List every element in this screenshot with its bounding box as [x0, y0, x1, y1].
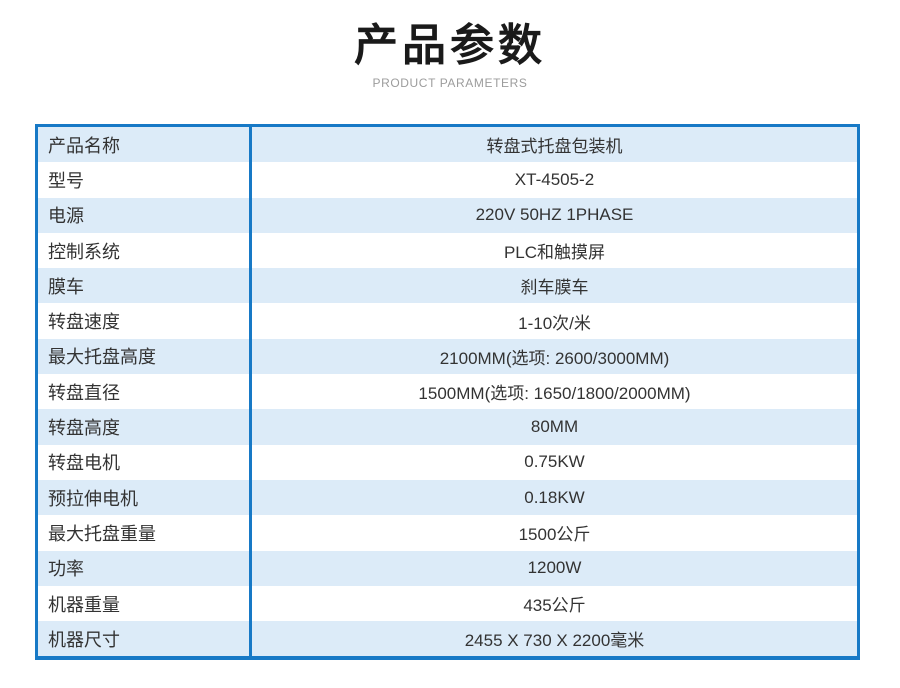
param-label: 最大托盘高度	[38, 338, 252, 375]
table-row: 机器尺寸 2455 X 730 X 2200毫米	[38, 621, 857, 657]
param-value: 220V 50HZ 1PHASE	[475, 205, 634, 225]
param-label: 预拉伸电机	[38, 479, 252, 516]
param-value: 80MM	[530, 417, 579, 437]
param-label: 转盘速度	[38, 303, 252, 339]
table-row: 预拉伸电机 0.18KW	[38, 479, 857, 516]
param-value: XT-4505-2	[514, 169, 595, 189]
param-label: 控制系统	[38, 232, 252, 269]
table-row: 机器重量 435公斤	[38, 585, 857, 622]
param-value: 0.75KW	[524, 452, 585, 472]
table-row: 膜车 刹车膜车	[38, 268, 857, 304]
param-label: 机器重量	[38, 585, 252, 622]
table-row: 最大托盘高度 2100MM(选项: 2600/3000MM)	[38, 338, 857, 375]
param-label: 电源	[38, 197, 252, 233]
param-label: 膜车	[38, 268, 252, 304]
table-row: 电源 220V 50HZ 1PHASE	[38, 197, 857, 233]
table-row: 产品名称 转盘式托盘包装机	[38, 127, 857, 163]
param-label: 功率	[38, 550, 252, 586]
param-label: 转盘电机	[38, 444, 252, 480]
table-row: 最大托盘重量 1500公斤	[38, 515, 857, 551]
table-row: 转盘直径 1500MM(选项: 1650/1800/2000MM)	[38, 374, 857, 410]
param-label: 产品名称	[38, 127, 252, 163]
table-row: 转盘电机 0.75KW	[38, 444, 857, 480]
table-row: 控制系统 PLC和触摸屏	[38, 232, 857, 269]
table-row: 功率 1200W	[38, 550, 857, 586]
table-row: 转盘速度 1-10次/米	[38, 303, 857, 339]
table-row: 转盘高度 80MM	[38, 409, 857, 445]
param-value: 1500公斤	[518, 525, 591, 545]
param-label: 型号	[38, 162, 252, 198]
param-value: 2100MM(选项: 2600/3000MM)	[439, 348, 670, 368]
page-subtitle: PRODUCT PARAMETERS	[372, 76, 528, 91]
param-label: 最大托盘重量	[38, 515, 252, 551]
param-label: 转盘直径	[38, 374, 252, 410]
param-label: 机器尺寸	[38, 621, 252, 657]
param-value: 1200W	[527, 558, 582, 578]
param-value: 刹车膜车	[520, 278, 589, 298]
param-label: 转盘高度	[38, 409, 252, 445]
page-title: 产品参数	[354, 21, 546, 70]
param-value: 435公斤	[523, 596, 586, 615]
table-row: 型号 XT-4505-2	[38, 162, 857, 198]
param-value: 1-10次/米	[518, 313, 591, 333]
param-value: 转盘式托盘包装机	[486, 137, 623, 157]
param-value: 1500MM(选项: 1650/1800/2000MM)	[418, 384, 691, 404]
param-table: 产品名称 转盘式托盘包装机型号 XT-4505-2 电源 220V 50HZ 1PHAS…	[35, 124, 860, 661]
param-value: 2455 X 730 X 2200毫米	[464, 631, 645, 651]
param-value: 0.18KW	[524, 487, 585, 507]
param-value: PLC和触摸屏	[503, 243, 606, 263]
